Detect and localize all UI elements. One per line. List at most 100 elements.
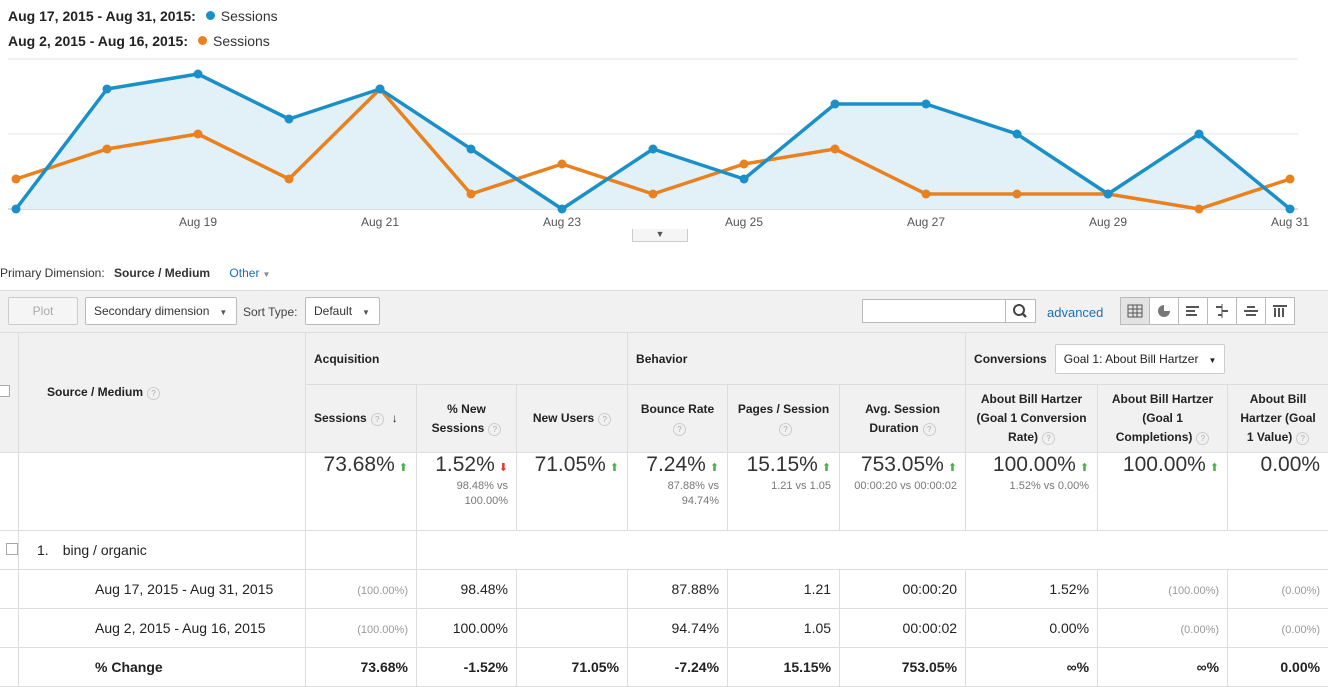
summary-comparison: 1.52% vs 0.00%: [974, 479, 1089, 494]
change-goal-value: 0.00%: [1228, 648, 1328, 687]
plot-rows-button[interactable]: Plot Rows: [8, 297, 78, 325]
acquisition-group: Acquisition: [306, 333, 628, 385]
row-pages-session: 1.21: [728, 570, 840, 609]
search-button[interactable]: [1006, 299, 1036, 323]
advanced-filter-link[interactable]: advanced: [1047, 305, 1103, 320]
pie-icon: [1156, 303, 1172, 319]
bounce-rate-header[interactable]: Bounce Rate?: [628, 385, 728, 453]
row-source-medium-link[interactable]: bing / organic: [63, 542, 147, 558]
goal-completions-header[interactable]: About Bill Hartzer (Goal 1 Completions)?: [1098, 385, 1228, 453]
other-label: Other: [229, 266, 259, 280]
row-empty: [0, 648, 19, 687]
source-medium-header[interactable]: Source / Medium?: [19, 333, 306, 453]
row-bounce-rate: 87.88%: [628, 570, 728, 609]
help-icon[interactable]: ?: [673, 423, 686, 436]
primary-dimension-other-link[interactable]: Other▼: [229, 266, 270, 280]
chart-collapse-toggle[interactable]: ▼: [632, 229, 688, 242]
x-tick-label: Aug 31: [1271, 215, 1309, 229]
change-new-users: 71.05%: [517, 648, 628, 687]
sessions-header[interactable]: Sessions?↓: [306, 385, 417, 453]
view-performance-button[interactable]: [1178, 297, 1208, 325]
data-point: [1013, 190, 1022, 199]
row-empty: [0, 570, 19, 609]
new-users-header[interactable]: New Users?: [517, 385, 628, 453]
view-table-button[interactable]: [1120, 297, 1150, 325]
summary-value: 1.52%: [435, 453, 495, 476]
goal-conv-rate-header-label: About Bill Hartzer (Goal 1 Conversion Ra…: [977, 392, 1087, 444]
view-pivot-button[interactable]: [1265, 297, 1295, 325]
arrow-up-icon: ⬆: [610, 462, 619, 474]
goal-value-header[interactable]: About Bill Hartzer (Goal 1 Value)?: [1228, 385, 1328, 453]
row-new-users: [517, 570, 628, 609]
change-sessions: 73.68%: [306, 648, 417, 687]
help-icon[interactable]: ?: [1042, 432, 1055, 445]
goal-conv-rate-header[interactable]: About Bill Hartzer (Goal 1 Conversion Ra…: [966, 385, 1098, 453]
term-cloud-icon: [1243, 304, 1259, 318]
help-icon[interactable]: ?: [1296, 432, 1309, 445]
data-point: [376, 85, 385, 94]
help-icon[interactable]: ?: [598, 413, 611, 426]
select-all-checkbox[interactable]: [0, 385, 10, 397]
search-icon: [1006, 300, 1034, 322]
data-point: [558, 160, 567, 169]
summary-value: 15.15%: [747, 453, 818, 476]
row-pct-new-sessions: 98.48%: [417, 570, 517, 609]
row-goal-value: (0.00%): [1228, 570, 1328, 609]
arrow-up-icon: ⬆: [822, 462, 831, 474]
summary-value: 0.00%: [1261, 453, 1321, 476]
data-point: [1286, 175, 1295, 184]
row-avg-session-duration: 00:00:20: [840, 570, 966, 609]
pages-session-header[interactable]: Pages / Session?: [728, 385, 840, 453]
pct-new-sessions-header[interactable]: % New Sessions?: [417, 385, 517, 453]
help-icon[interactable]: ?: [147, 387, 160, 400]
sort-type-dropdown[interactable]: Default▼: [305, 297, 380, 325]
secondary-dimension-dropdown[interactable]: Secondary dimension▼: [85, 297, 237, 325]
goal-select-value: Goal 1: About Bill Hartzer: [1064, 352, 1199, 366]
row-date-range: Aug 2, 2015 - Aug 16, 2015: [19, 609, 306, 648]
data-point: [740, 160, 749, 169]
view-pie-button[interactable]: [1149, 297, 1179, 325]
data-point: [467, 145, 476, 154]
secondary-dimension-label: Secondary dimension: [94, 304, 209, 318]
goal-select-dropdown[interactable]: Goal 1: About Bill Hartzer▼: [1055, 344, 1226, 374]
caret-down-icon: ▼: [362, 308, 370, 317]
summary-empty: [19, 453, 306, 531]
avg-session-duration-header[interactable]: Avg. Session Duration?: [840, 385, 966, 453]
arrow-down-icon: ⬇: [499, 462, 508, 474]
source-medium-header-label: Source / Medium: [47, 385, 143, 399]
help-icon[interactable]: ?: [488, 423, 501, 436]
help-icon[interactable]: ?: [923, 423, 936, 436]
view-term-cloud-button[interactable]: [1236, 297, 1266, 325]
row-bounce-rate: 94.74%: [628, 609, 728, 648]
row-checkbox[interactable]: [6, 543, 18, 555]
primary-dimension-selected[interactable]: Source / Medium: [114, 266, 210, 280]
row-avg-session-duration: 00:00:02: [840, 609, 966, 648]
conversions-group-label: Conversions: [974, 352, 1047, 366]
data-point: [1104, 190, 1113, 199]
summary-comparison: 87.88% vs 94.74%: [636, 479, 719, 509]
row-sessions: (100.00%): [306, 570, 417, 609]
row-empty: [417, 531, 1328, 570]
arrow-up-icon: ⬆: [1210, 462, 1219, 474]
row-index: 1.: [37, 542, 49, 558]
conversions-group: Conversions Goal 1: About Bill Hartzer▼: [966, 333, 1328, 385]
bounce-rate-header-label: Bounce Rate: [641, 402, 714, 416]
table-search-input[interactable]: [862, 299, 1006, 323]
primary-dimension-bar: Primary Dimension: Source / Medium Other…: [0, 266, 270, 280]
pivot-icon: [1272, 304, 1288, 318]
help-icon[interactable]: ?: [1196, 432, 1209, 445]
help-icon[interactable]: ?: [371, 413, 384, 426]
help-icon[interactable]: ?: [779, 423, 792, 436]
summary-new-users: 71.05%⬆: [517, 453, 628, 531]
table-toolbar: Plot Rows Secondary dimension▼ Sort Type…: [0, 290, 1328, 333]
data-point: [103, 145, 112, 154]
sessions-header-label: Sessions: [314, 411, 367, 425]
view-comparison-button[interactable]: [1207, 297, 1237, 325]
data-point: [12, 205, 21, 214]
summary-pct-new-sessions: 1.52%⬇98.48% vs 100.00%: [417, 453, 517, 531]
arrow-up-icon: ⬆: [948, 462, 957, 474]
change-label: % Change: [19, 648, 306, 687]
summary-goal-completions: 100.00%⬆: [1098, 453, 1228, 531]
select-all-cell: [0, 333, 19, 453]
